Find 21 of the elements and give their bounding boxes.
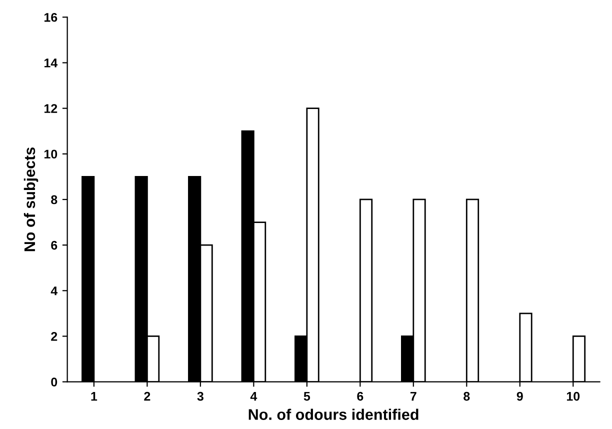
x-tick-label: 4 [250,392,258,401]
y-tick-label: 6 [51,240,58,250]
x-axis-title: No. of odours identified [248,408,418,420]
x-tick-label: 10 [566,392,580,401]
y-tick-label: 14 [44,58,58,68]
y-tick-label: 10 [44,150,58,159]
y-tick-label: 2 [51,332,58,341]
x-tick-label: 3 [197,392,204,401]
x-tick-label: 9 [516,392,523,401]
y-tick-label: 12 [44,104,58,113]
y-axis-title: No of subjects [24,147,38,252]
x-tick-label: 5 [304,392,310,401]
x-tick-label: 2 [144,392,150,401]
x-tick-label: 8 [464,392,470,401]
y-tick-label: 0 [51,378,58,386]
x-tick-label: 6 [357,392,364,401]
y-tick-label: 16 [44,12,58,22]
y-tick-label: 8 [51,195,58,204]
y-tick-label: 4 [50,286,58,296]
x-tick-label: 1 [91,392,98,401]
x-tick-label: 7 [410,392,416,401]
